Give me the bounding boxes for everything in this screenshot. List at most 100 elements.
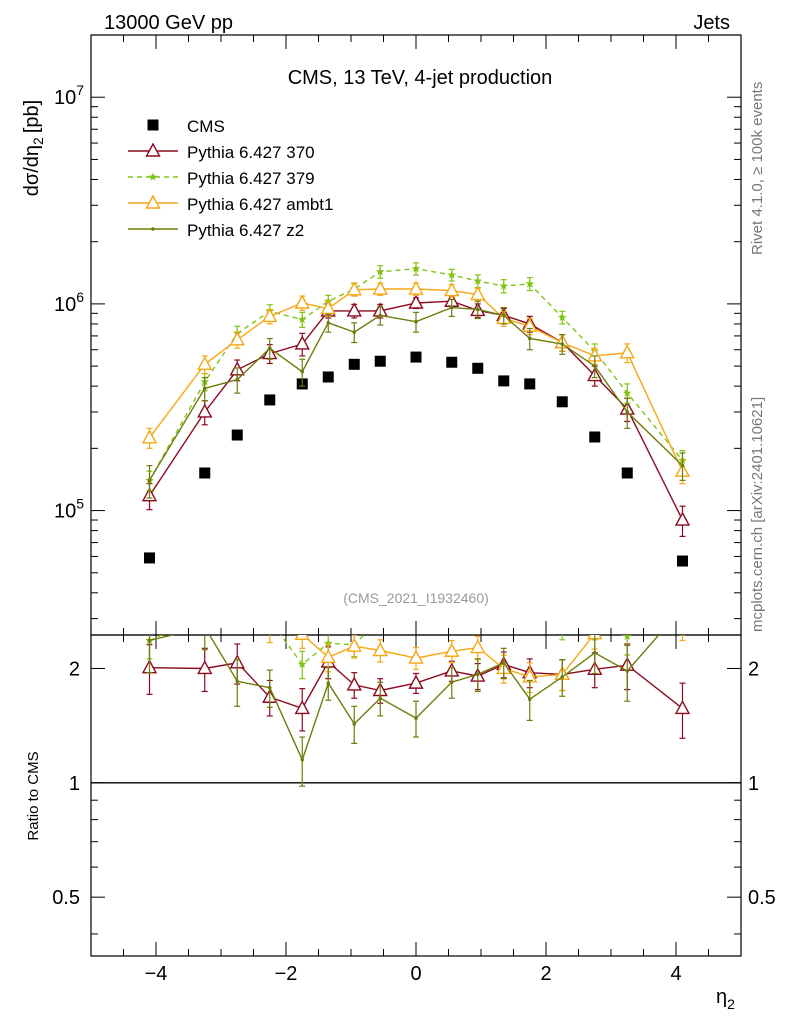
ratio-data-point [625,669,630,673]
ratio-data-point [501,661,506,665]
legend-label: CMS [187,117,225,136]
main-data-point [199,467,211,479]
y-label-unit: [pb] [21,100,43,133]
ratio-data-point [200,611,209,619]
main-y-ticks [91,34,741,620]
main-title: CMS, 13 TeV, 4-jet production [288,67,553,89]
main-data-point [408,280,424,295]
main-data-point [300,369,305,374]
main-data-point [348,358,360,370]
ratio-data-point [235,679,240,684]
ratio-data-point [676,611,689,623]
main-data-point [378,313,383,318]
ratio-data-point [525,594,534,602]
header-category-label: Jets [693,12,730,34]
main-data-point [470,286,486,301]
main-data-point [447,270,457,279]
ratio-data-point [449,680,454,685]
legend-marker [151,227,155,231]
legend-label: Pythia 6.427 370 [187,143,315,162]
ratio-data-point [674,699,691,715]
main-data-point [147,478,152,483]
x-tick-label: 0 [410,963,421,985]
main-data-point [674,511,691,526]
y-label-subscript: 2 [30,137,46,145]
main-data-point [680,463,685,468]
ratio-data-point [408,674,424,689]
ratio-y-tick-label-right: 1 [748,773,759,795]
main-data-point [144,552,155,564]
main-data-point [444,282,460,297]
ratio-data-point [376,614,385,622]
main-data-point [589,431,601,443]
ratio-data-point [444,642,460,657]
rivet-version-label: Rivet 4.1.0, ≥ 100k events [749,82,766,255]
main-data-point [524,378,536,390]
main-data-point [475,307,480,312]
main-data-point [346,302,362,317]
ratio-data-point [300,757,305,762]
ratio-data-point [372,642,388,657]
main-y-tick-labels: 105 106 107 [54,82,84,522]
main-data-point [320,300,336,315]
main-data-point [501,313,506,318]
legend: CMS Pythia 6.427 370 Pythia 6.427 379 Pythi… [128,117,333,240]
ratio-data-point [197,660,213,675]
x-label-main-part: η [716,986,727,1008]
ratio-series-pythia-6-427-z2 [146,625,686,787]
legend-label: Pythia 6.427 z2 [187,221,304,240]
tick-base: 10 [54,87,76,109]
main-data-point [294,335,310,350]
main-data-point [472,362,484,374]
main-series-pythia-6-427-z2 [146,298,686,499]
ratio-panel: 0.5 0.51 12 2 −4 −2 0 2 4 Ratio to CMS η2 [25,576,776,1012]
ratio-x-ticks [90,635,742,956]
main-y-tick-label: 107 [54,82,84,109]
ratio-data-point [475,672,480,677]
ratio-data-point [473,618,482,626]
main-data-point [446,356,458,368]
ratio-data-point [198,576,211,588]
main-y-tick-label: 105 [54,496,84,523]
main-data-point [229,331,245,346]
ratio-data-point [499,604,508,612]
ratio-data-point [326,681,331,685]
main-data-point [525,279,535,288]
ratio-data-point [590,621,599,629]
main-data-point [231,429,243,441]
main-data-point [264,394,276,406]
main-data-point [375,267,385,276]
legend-entry: Pythia 6.427 370 [128,142,315,162]
legend-marker [148,172,158,181]
ratio-y-tick-label-left: 2 [69,658,80,680]
analysis-watermark: (CMS_2021_I1932460) [343,590,489,606]
main-series-line [148,306,683,481]
ratio-data-point [294,699,310,715]
main-data-point [625,410,630,414]
legend-marker [145,194,161,209]
y-label-main-part: dσ/dη [21,145,43,196]
ratio-data-point [203,625,207,629]
ratio-data-point [346,676,362,691]
ratio-data-point [378,696,383,701]
ratio-data-point [352,722,357,726]
main-data-point [346,281,362,296]
main-y-tick-label: 106 [54,289,84,316]
ratio-data-point [558,623,567,631]
main-y-axis-label: dσ/dη2 [pb] [21,100,46,196]
ratio-y-axis-label: Ratio to CMS [25,751,42,840]
main-data-point [267,346,272,351]
ratio-data-point [592,650,597,655]
main-data-point [556,396,568,408]
ratio-data-point [323,638,333,647]
legend-entry: Pythia 6.427 z2 [128,221,304,240]
ratio-data-point [447,618,456,626]
x-tick-label: −4 [145,963,168,985]
x-tick-label: −2 [275,963,298,985]
tick-base: 10 [54,294,76,316]
ratio-data-point [147,638,152,643]
ratio-data-point [346,637,362,652]
header-process-label: 13000 GeV pp [104,12,233,34]
main-data-point [449,305,454,310]
main-data-point [326,321,331,325]
